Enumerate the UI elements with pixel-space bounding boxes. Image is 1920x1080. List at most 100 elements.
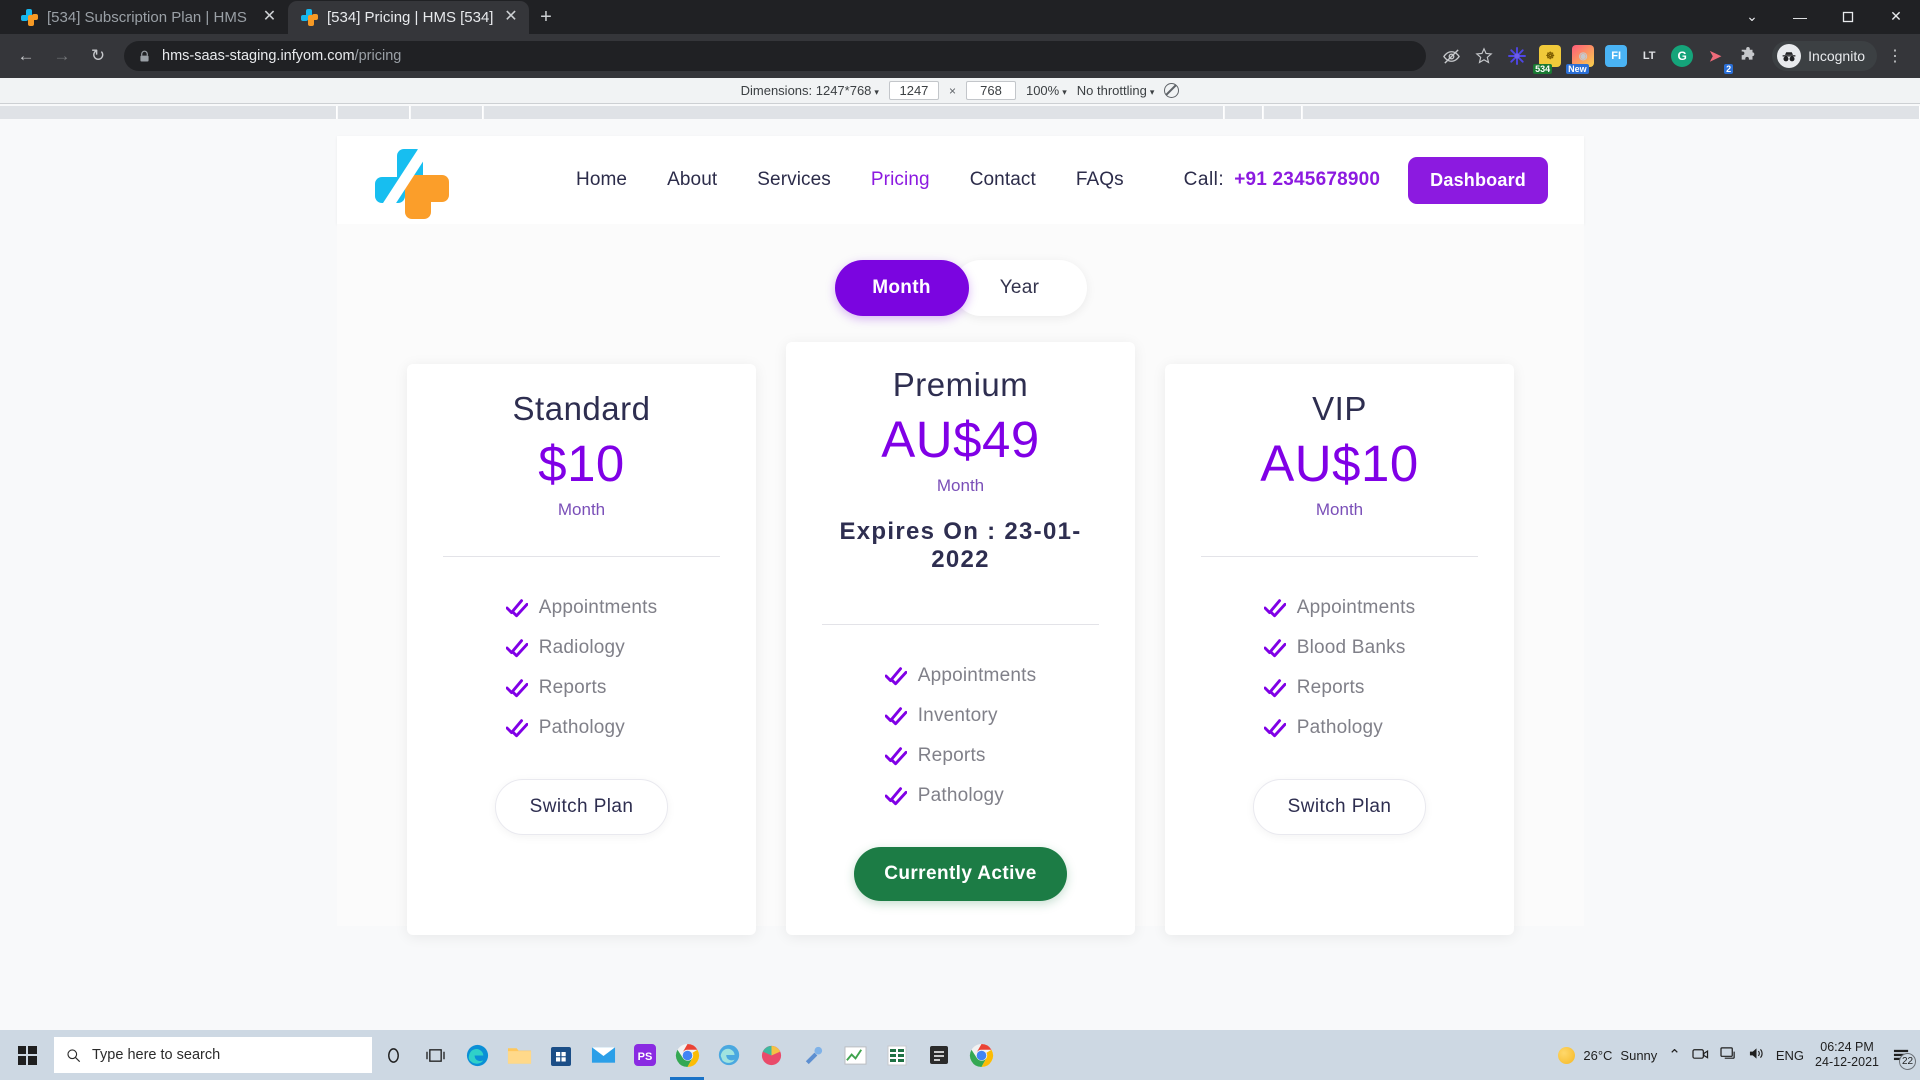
incognito-indicator[interactable]: Incognito [1772, 41, 1877, 71]
throttling-label: No throttling [1076, 83, 1147, 98]
temperature-label: 26°C [1583, 1047, 1613, 1063]
languagetool-extension-icon[interactable]: LT [1642, 50, 1656, 62]
feature-label: Reports [1296, 677, 1365, 699]
nav-item-pricing[interactable]: Pricing [870, 169, 930, 190]
url-host: hms-saas-staging.infyom.com [162, 48, 355, 64]
pricing-cards: Standard $10 Month Appointments Radiolo [337, 342, 1584, 936]
chrome-window-icon[interactable] [960, 1030, 1002, 1080]
switch-plan-button[interactable]: Switch Plan [1252, 779, 1427, 836]
windows-taskbar: Type here to search PS 26°C Sunny ⌃ ENG … [0, 1030, 1920, 1080]
browser-menu-icon[interactable]: ⋮ [1887, 48, 1903, 65]
minimize-icon[interactable]: — [1793, 8, 1807, 25]
maximize-icon[interactable] [1824, 0, 1872, 33]
throttling-dropdown[interactable]: No throttling ▾ [1077, 83, 1155, 98]
dimensions-dropdown[interactable]: Dimensions: 1247*768 ▾ [741, 83, 879, 98]
toggle-month-button[interactable]: Month [834, 260, 969, 316]
eye-off-icon[interactable] [1436, 41, 1466, 71]
close-icon[interactable]: ✕ [1890, 8, 1902, 24]
task-view-icon[interactable] [414, 1030, 456, 1080]
send-extension-icon[interactable]: ➤ 2 [1708, 48, 1734, 74]
pricing-section: Month Year Standard $10 Month [337, 224, 1584, 936]
grammarly-extension-icon[interactable]: G [1667, 41, 1697, 71]
browser-tab-2[interactable]: [534] Pricing | HMS [534] ✕ [288, 1, 530, 34]
ruler-track [0, 106, 1920, 120]
language-indicator[interactable]: ENG [1775, 1047, 1805, 1063]
new-tab-button[interactable]: + [540, 6, 552, 28]
nav-item-services[interactable]: Services [757, 169, 831, 190]
chevron-down-icon: ▾ [1062, 87, 1067, 97]
fi-extension-icon[interactable]: FI [1601, 41, 1631, 71]
nav-item-faqs[interactable]: FAQs [1075, 169, 1124, 190]
puzzle-extensions-icon[interactable] [1733, 41, 1763, 71]
svg-text:PS: PS [638, 1051, 653, 1063]
circle-slash-icon[interactable] [1164, 83, 1180, 98]
taskbar-search-input[interactable]: Type here to search [54, 1037, 372, 1073]
chevron-down-icon[interactable]: ⌄ [1746, 8, 1758, 24]
chart-app-icon[interactable] [834, 1030, 876, 1080]
bookmark-star-icon[interactable] [1469, 41, 1499, 71]
incognito-label: Incognito [1808, 48, 1865, 64]
call-phone-number[interactable]: +91 2345678900 [1234, 169, 1381, 190]
switch-plan-button[interactable]: Switch Plan [494, 779, 669, 836]
viewport-height-input[interactable]: 768 [965, 81, 1016, 100]
window-controls: ⌄ — ✕ [1728, 0, 1920, 33]
zoom-dropdown[interactable]: 100% ▾ [1026, 83, 1067, 98]
tab-close-icon[interactable]: ✕ [262, 8, 277, 25]
forward-icon[interactable]: → [53, 46, 71, 65]
browser-tab-1[interactable]: [534] Subscription Plan | HMS [53 ✕ [8, 1, 288, 34]
counter-badge: 534 [1533, 64, 1553, 74]
microsoft-store-icon[interactable] [540, 1030, 582, 1080]
nav-item-home[interactable]: Home [576, 169, 628, 190]
toggle-year-button[interactable]: Year [952, 260, 1087, 316]
sun-icon [1558, 1046, 1576, 1064]
volume-tray-icon[interactable] [1748, 1046, 1765, 1064]
dashboard-button[interactable]: Dashboard [1408, 156, 1548, 204]
list-item: Reports [884, 745, 1037, 767]
mail-icon[interactable] [582, 1030, 624, 1080]
new-badge-extension-icon[interactable]: ◉ New [1566, 41, 1598, 74]
excel-icon[interactable] [876, 1030, 918, 1080]
browser-window: [534] Subscription Plan | HMS [53 ✕ [534… [0, 0, 1920, 1030]
taskbar-clock[interactable]: 06:24 PM 24-12-2021 [1815, 1040, 1879, 1070]
hms-cross-logo-icon[interactable] [375, 140, 449, 220]
weather-widget[interactable]: 26°C Sunny [1558, 1046, 1657, 1064]
new-badge: New [1566, 64, 1589, 74]
notification-center-icon[interactable]: 22 [1890, 1044, 1916, 1070]
asterisk-extension-icon[interactable] [1502, 41, 1532, 71]
nav-item-contact[interactable]: Contact [969, 169, 1036, 190]
feature-label: Appointments [1296, 597, 1416, 619]
main-navigation: Home About Services Pricing Contact FAQs [556, 169, 1144, 191]
plan-name: Standard [512, 390, 651, 427]
notes-icon[interactable] [918, 1030, 960, 1080]
chrome-icon[interactable] [666, 1030, 708, 1080]
edge-beta-icon[interactable] [708, 1030, 750, 1080]
tool-app-icon[interactable] [792, 1030, 834, 1080]
file-explorer-icon[interactable] [498, 1030, 540, 1080]
back-icon[interactable]: ← [17, 46, 35, 65]
start-button[interactable] [4, 1030, 50, 1080]
plan-cta-wrap: Switch Plan [437, 779, 726, 836]
cortana-icon[interactable] [372, 1030, 414, 1080]
billing-toggle-row: Month Year [337, 260, 1584, 316]
double-check-icon [505, 638, 529, 658]
currently-active-button[interactable]: Currently Active [854, 847, 1067, 902]
network-tray-icon[interactable] [1720, 1046, 1737, 1064]
list-item: Reports [1263, 677, 1416, 699]
color-app-icon[interactable] [750, 1030, 792, 1080]
list-item: Reports [505, 677, 658, 699]
viewport-width-input[interactable]: 1247 [888, 81, 939, 100]
nav-item-about[interactable]: About [667, 169, 718, 190]
edge-icon[interactable] [456, 1030, 498, 1080]
list-item: Inventory [884, 705, 1037, 727]
reload-icon[interactable]: ↻ [90, 46, 106, 65]
camera-tray-icon[interactable] [1692, 1046, 1709, 1064]
photoshop-icon[interactable]: PS [624, 1030, 666, 1080]
call-label: Call: [1183, 169, 1225, 190]
plan-name: Premium [892, 366, 1029, 403]
send-badge: 2 [1724, 64, 1734, 74]
show-hidden-icons-chevron[interactable]: ⌃ [1668, 1047, 1681, 1064]
address-bar[interactable]: hms-saas-staging.infyom.com/pricing [124, 41, 1427, 71]
double-check-icon [505, 598, 529, 618]
tab-close-icon[interactable]: ✕ [504, 8, 518, 25]
counter-extension-icon[interactable]: ☸ 534 [1533, 41, 1565, 74]
